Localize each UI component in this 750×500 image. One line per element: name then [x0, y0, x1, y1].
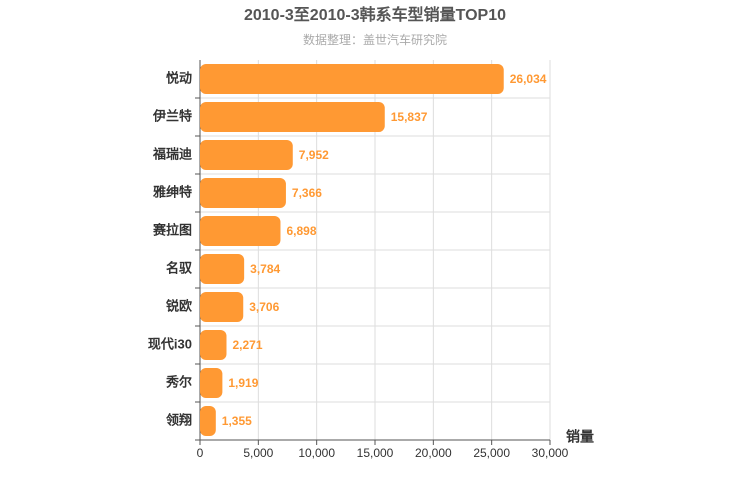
value-label: 2,271: [232, 338, 262, 352]
x-tick-label: 5,000: [243, 446, 273, 460]
x-axis-label: 销量: [566, 429, 594, 445]
value-label: 3,784: [250, 262, 280, 276]
bar: [200, 216, 281, 246]
y-tick-label: 名驭: [166, 260, 193, 275]
y-tick-label: 锐欧: [166, 298, 192, 313]
bar: [200, 64, 504, 94]
bar: [200, 254, 245, 284]
value-label: 15,837: [391, 110, 428, 124]
y-tick-label: 领翔: [166, 412, 192, 427]
x-tick-label: 20,000: [415, 446, 452, 460]
x-tick-label: 25,000: [473, 446, 510, 460]
chart-title: 2010-3至2010-3韩系车型销量TOP10: [244, 5, 506, 24]
bar: [200, 368, 223, 398]
x-tick-label: 15,000: [357, 446, 394, 460]
x-tick-label: 10,000: [298, 446, 335, 460]
value-label: 7,366: [292, 186, 322, 200]
y-tick-label: 悦动: [166, 70, 192, 85]
y-tick-label: 福瑞迪: [152, 146, 192, 161]
value-label: 7,952: [299, 148, 329, 162]
bar: [200, 102, 385, 132]
y-tick-label: 赛拉图: [152, 222, 192, 237]
x-tick-label: 0: [197, 446, 204, 460]
y-tick-label: 现代i30: [148, 336, 192, 351]
bar: [200, 330, 227, 360]
bar: [200, 406, 216, 436]
bar: [200, 178, 286, 208]
x-tick-label: 30,000: [532, 446, 569, 460]
bar: [200, 140, 293, 170]
value-label: 6,898: [286, 224, 316, 238]
bar: [200, 292, 244, 322]
value-label: 1,919: [228, 376, 258, 390]
y-tick-label: 秀尔: [165, 374, 192, 389]
y-tick-label: 雅绅特: [153, 184, 192, 199]
chart-subtitle: 数据整理：盖世汽车研究院: [303, 32, 447, 47]
value-label: 3,706: [249, 300, 279, 314]
value-label: 1,355: [222, 414, 252, 428]
value-label: 26,034: [510, 72, 547, 86]
y-tick-label: 伊兰特: [152, 108, 192, 123]
